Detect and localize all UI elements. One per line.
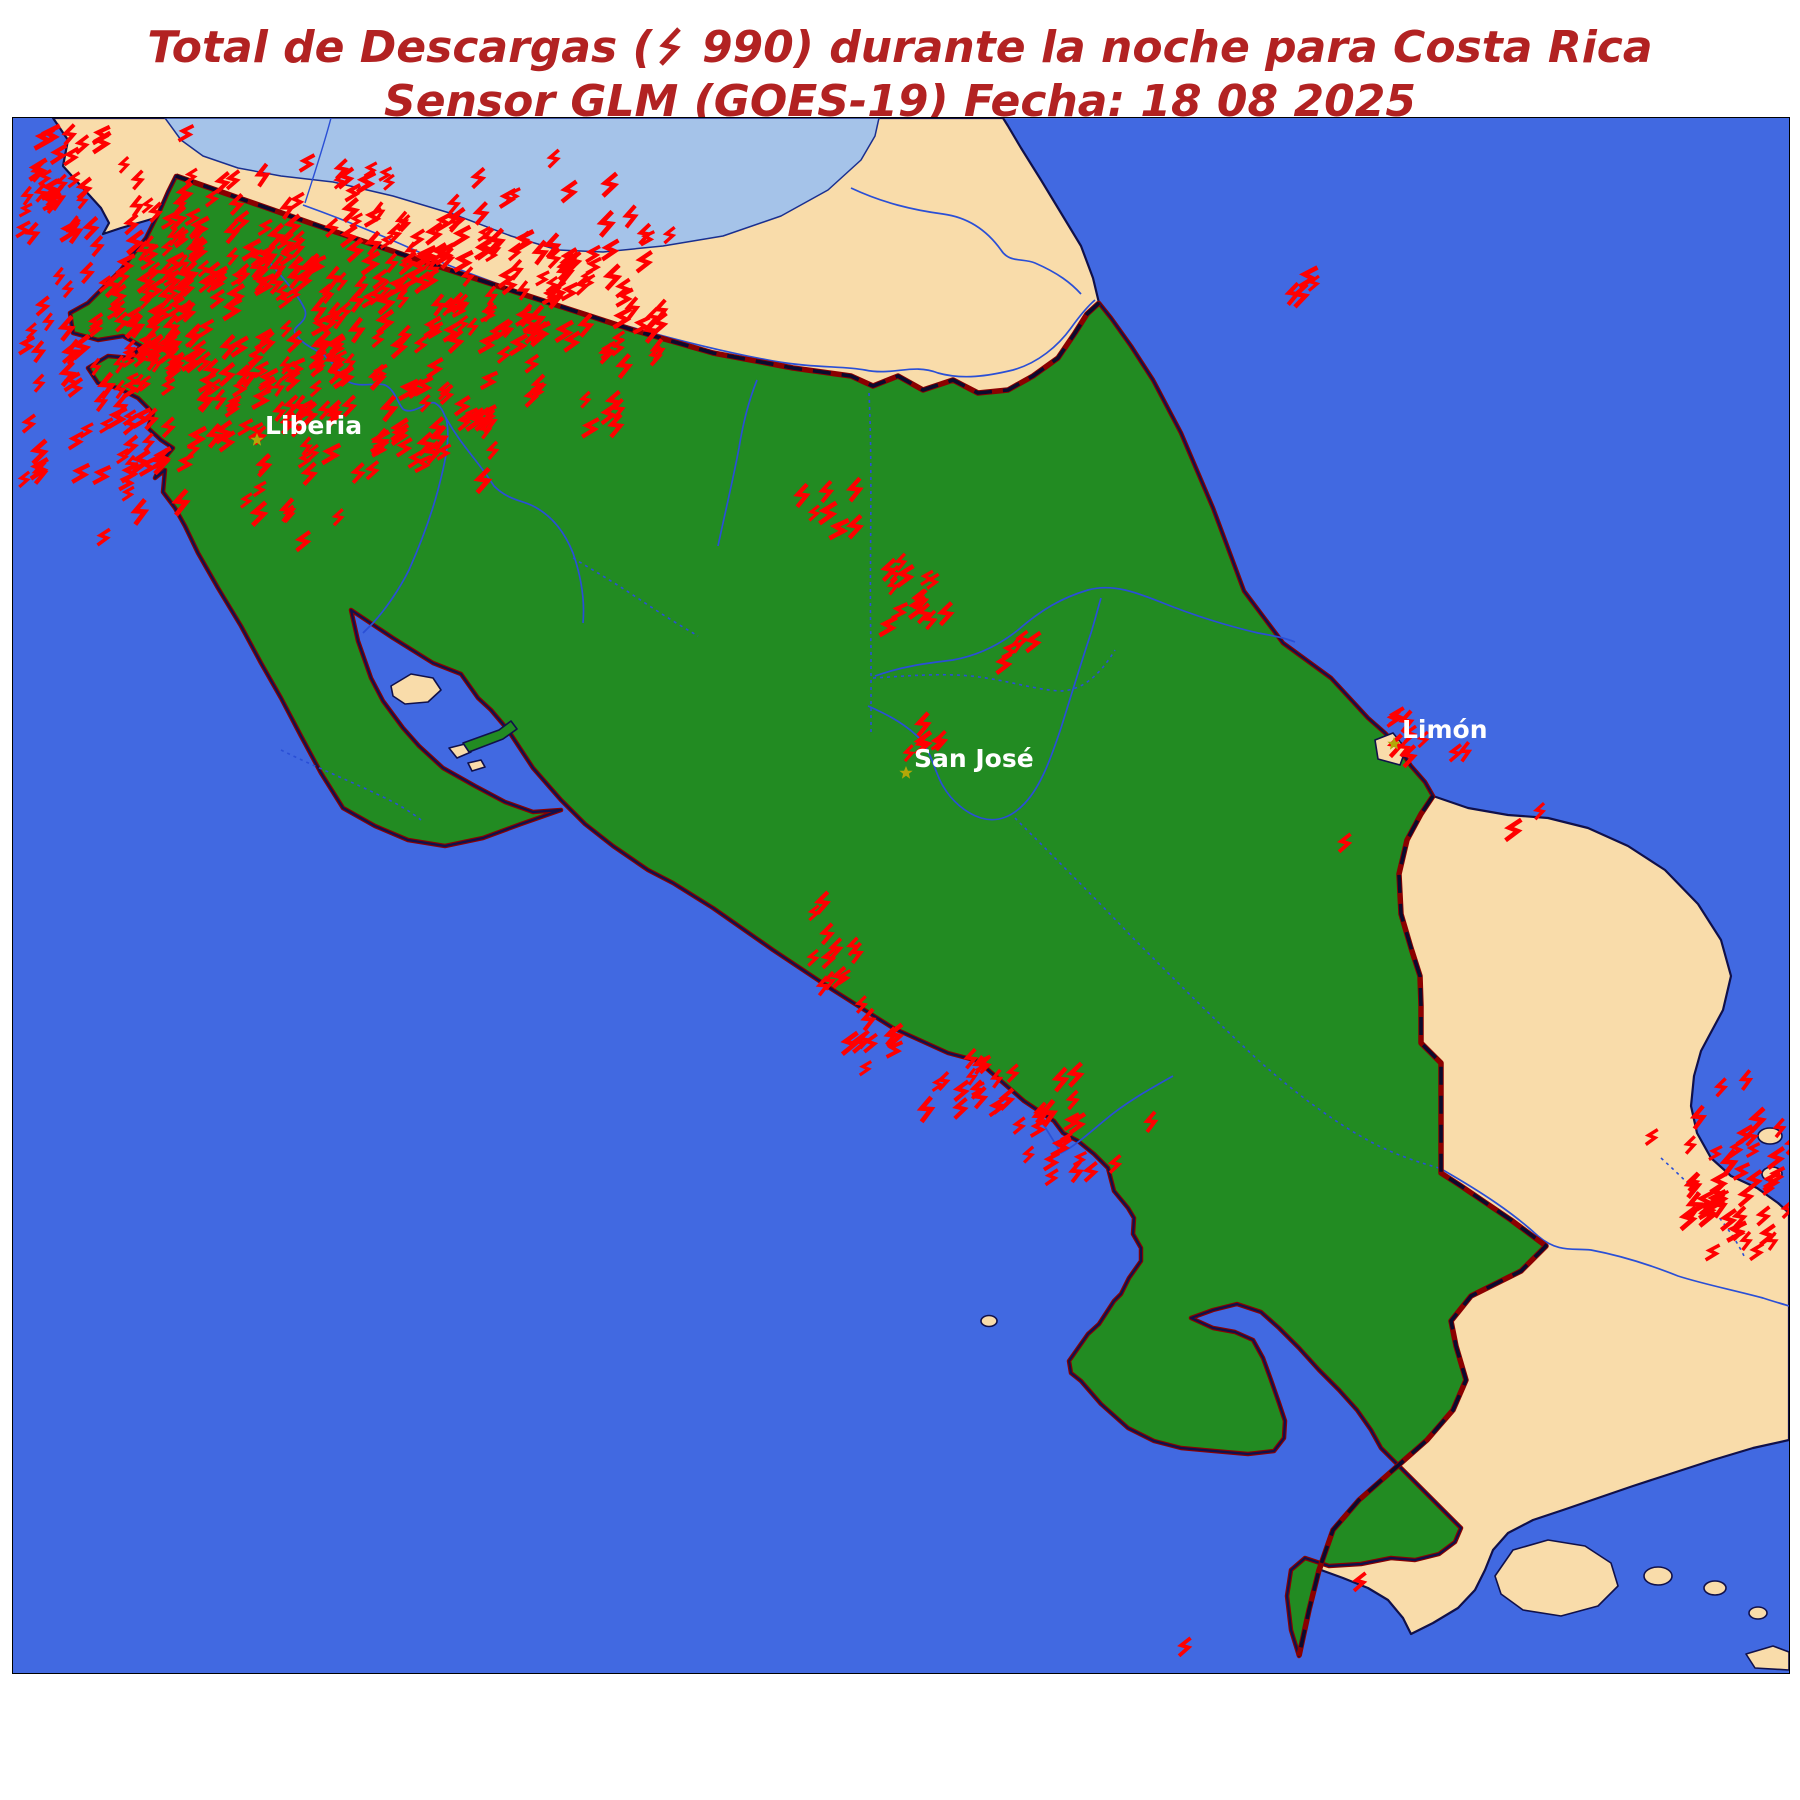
rio-punta-gorda bbox=[850, 187, 1082, 295]
province-line-south bbox=[1014, 817, 1440, 1169]
rio-terraba bbox=[1042, 1075, 1174, 1155]
city-label-sanjos: San José bbox=[914, 744, 1034, 773]
panama-river bbox=[1442, 1169, 1789, 1307]
rio-frio bbox=[717, 379, 758, 547]
panama-border-dashed bbox=[1297, 795, 1548, 1657]
corner-island bbox=[1745, 1645, 1789, 1671]
city-label-limn: Limón bbox=[1402, 715, 1488, 744]
chiriqui-island-1 bbox=[1643, 1566, 1673, 1586]
panama-province-line bbox=[1660, 1157, 1746, 1259]
province-line-central bbox=[872, 649, 1116, 692]
chiriqui-island-3 bbox=[1748, 1606, 1768, 1620]
city-label-liberia: Liberia bbox=[265, 411, 362, 440]
chiriqui-island-2 bbox=[1703, 1580, 1727, 1596]
islands bbox=[390, 673, 1789, 1671]
rivers bbox=[259, 187, 1789, 1307]
province-line-alajuela bbox=[572, 557, 699, 637]
title-prefix: Total de Descargas ( bbox=[147, 22, 653, 73]
cano-island bbox=[980, 1314, 998, 1328]
puntarenas-spit bbox=[462, 720, 518, 753]
figure-title: Total de Descargas ( 990) durante la noc… bbox=[0, 26, 1800, 70]
rio-tempisque-branch bbox=[445, 417, 585, 624]
lightning-icon bbox=[657, 27, 685, 67]
lake-boundary-line bbox=[304, 118, 332, 204]
figure-subtitle: Sensor GLM (GOES-19) Fecha: 18 08 2025 bbox=[384, 76, 1416, 127]
chira-island bbox=[390, 673, 442, 705]
colon-island bbox=[1494, 1539, 1619, 1617]
title-suffix: ) durante la noche para Costa Rica bbox=[793, 22, 1653, 73]
tortuga-island-2 bbox=[467, 759, 486, 772]
rio-san-juan bbox=[302, 204, 1096, 378]
city-labels-layer: Liberia San José Limón bbox=[250, 411, 1488, 779]
costa-rica-map: Liberia San José Limón bbox=[13, 118, 1789, 1673]
rio-tempisque bbox=[259, 250, 449, 634]
rio-matina bbox=[874, 586, 1296, 677]
province-line-nicoya bbox=[280, 749, 422, 821]
map-frame: Liberia San José Limón bbox=[12, 117, 1790, 1674]
title-count: 990 bbox=[701, 22, 794, 73]
